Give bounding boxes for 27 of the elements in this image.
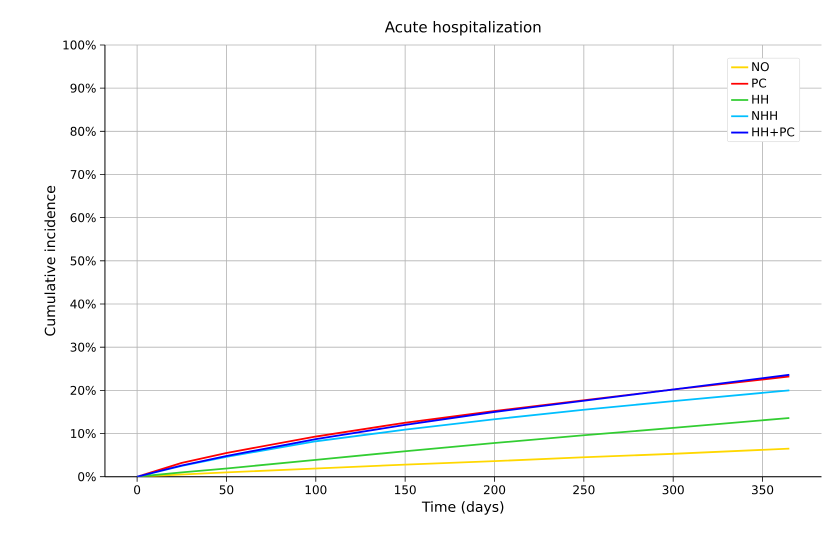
y-tick-label: 70% [70, 170, 96, 180]
x-axis-title: Time (days) [422, 501, 504, 515]
y-tick-label: 20% [70, 386, 96, 396]
x-tick-label: 300 [662, 485, 684, 494]
y-axis-title: Cumulative incidence [44, 186, 56, 336]
x-tick-label: 150 [395, 485, 416, 494]
x-tick-label: 50 [220, 485, 234, 494]
legend-label: PC [752, 78, 766, 88]
x-tick-label: 250 [573, 485, 594, 494]
y-tick-label: 0% [78, 472, 96, 482]
legend-label: NHH [752, 111, 777, 120]
x-tick-label: 200 [484, 485, 506, 494]
x-tick-label: 100 [306, 485, 326, 494]
y-tick-label: 80% [70, 126, 96, 136]
y-tick-label: 60% [70, 213, 96, 222]
y-tick-label: 50% [70, 256, 96, 266]
y-tick-label: 30% [70, 342, 96, 352]
chart-title: Acute hospitalization [384, 21, 540, 36]
y-tick-label: 90% [70, 84, 96, 93]
x-tick-label: 0 [134, 485, 140, 494]
legend-label: HH+PC [752, 128, 794, 137]
y-tick-label: 100% [63, 40, 96, 50]
legend-label: HH [752, 95, 768, 104]
y-tick-label: 40% [70, 300, 96, 309]
y-tick-label: 10% [71, 429, 96, 438]
x-tick-label: 350 [752, 485, 774, 494]
legend-label: NO [752, 62, 769, 72]
